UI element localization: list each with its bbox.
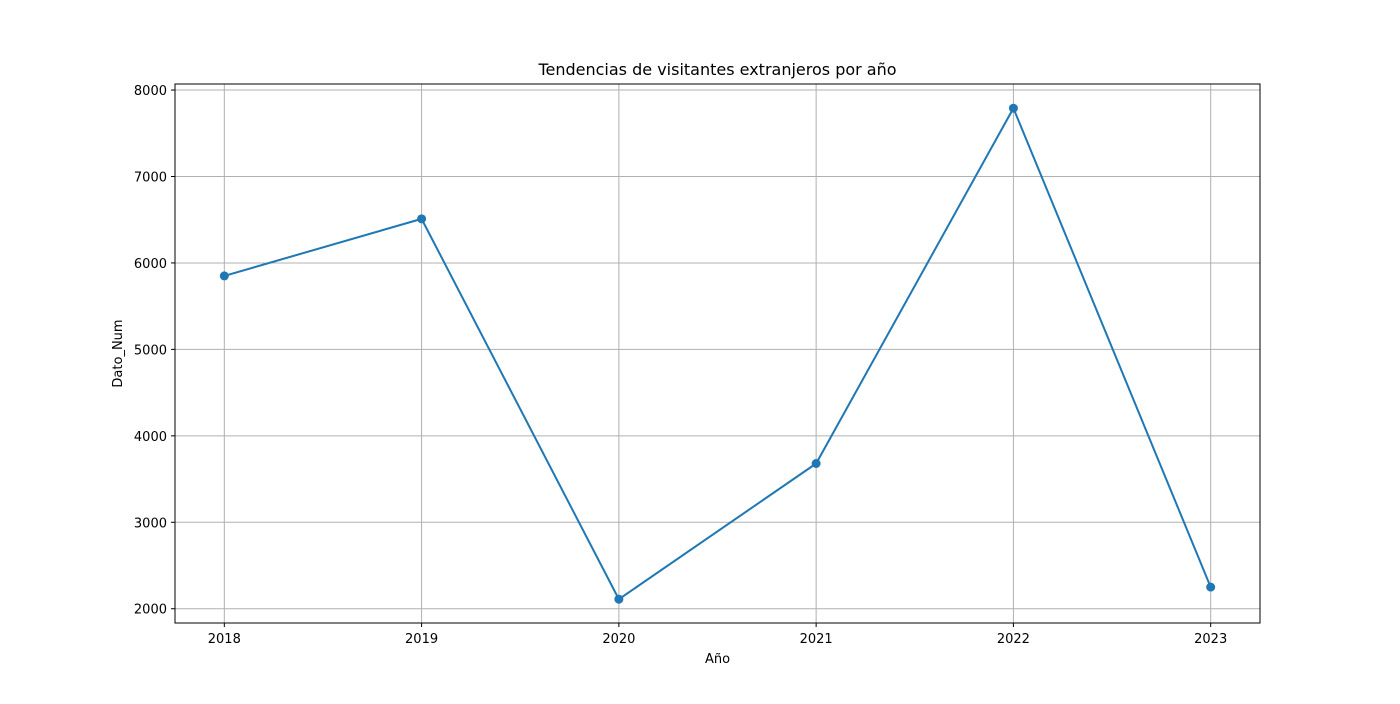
data-point xyxy=(1008,103,1018,113)
y-tick-label: 6000 xyxy=(134,257,167,272)
y-tick-label: 3000 xyxy=(134,516,167,531)
grid-lines xyxy=(175,84,1260,623)
data-point xyxy=(1206,582,1216,592)
x-tick-label: 2021 xyxy=(800,632,833,647)
x-tick-label: 2018 xyxy=(208,632,241,647)
data-point xyxy=(614,594,624,604)
x-axis-label: Año xyxy=(705,652,730,667)
data-point xyxy=(417,214,427,224)
y-tick-label: 7000 xyxy=(134,170,167,185)
x-tick-label: 2022 xyxy=(997,632,1030,647)
data-point xyxy=(219,271,229,281)
y-tick-label: 2000 xyxy=(134,603,167,618)
x-tick-label: 2019 xyxy=(405,632,438,647)
y-tick-label: 4000 xyxy=(134,430,167,445)
series-layer xyxy=(219,103,1216,604)
y-tick-label: 8000 xyxy=(134,84,167,99)
y-axis-label: Dato_Num xyxy=(111,319,126,387)
x-tick-label: 2020 xyxy=(602,632,635,647)
plot-frame xyxy=(174,83,1261,624)
series-line xyxy=(224,105,1212,601)
chart-title: Tendencias de visitantes extranjeros por… xyxy=(537,60,896,79)
y-tick-label: 5000 xyxy=(134,343,167,358)
data-point xyxy=(811,459,821,469)
tick-layer: 2018 2019 2020 2021 2022 2023 2000 3000 4000 5000… xyxy=(134,84,1227,647)
x-tick-label: 2023 xyxy=(1194,632,1227,647)
